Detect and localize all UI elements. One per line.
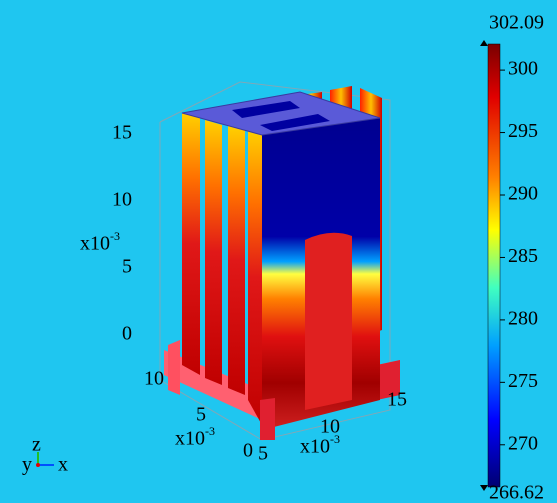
z-tick-label: 10 — [112, 189, 132, 211]
y-tick-label: 0 — [243, 440, 253, 462]
x-exponent: -3 — [330, 432, 340, 446]
z-tick-label: 0 — [122, 323, 132, 345]
y-tick-label: 5 — [196, 404, 206, 426]
colorbar-max: 302.09 — [489, 12, 544, 34]
colorbar-tick-label: 290 — [508, 183, 538, 205]
triad-z: z — [32, 434, 41, 456]
y-tick-label: 10 — [144, 368, 164, 390]
triad-x: x — [58, 454, 68, 476]
z-tick-label: 5 — [122, 256, 132, 278]
colorbar-tick-label: 280 — [508, 307, 538, 329]
z-multiplier: x10 — [80, 233, 110, 255]
x-tick-label: 15 — [387, 389, 407, 411]
min-marker — [480, 485, 488, 491]
max-marker — [480, 40, 488, 46]
triad: y z x — [22, 434, 68, 476]
z-exponent: -3 — [110, 229, 120, 243]
x-multiplier: x10 — [300, 436, 330, 458]
z-tick-label: 15 — [112, 122, 132, 144]
colorbar-tick-label: 270 — [508, 432, 538, 454]
chart: 302.09 266.62 y z x 270 275 280 285 290 295 30… — [0, 0, 557, 503]
geometry — [160, 82, 400, 440]
y-multiplier: x10 — [175, 428, 205, 450]
colorbar-tick-label: 275 — [508, 370, 538, 392]
colorbar-min: 266.62 — [489, 482, 544, 503]
colorbar-tick-label: 300 — [508, 58, 538, 80]
y-exponent: -3 — [205, 424, 215, 438]
colorbar — [488, 44, 500, 487]
colorbar-tick-label: 295 — [508, 120, 538, 142]
colorbar-tick-label: 285 — [508, 245, 538, 267]
x-tick-label: 5 — [258, 443, 268, 465]
triad-y: y — [22, 454, 32, 476]
